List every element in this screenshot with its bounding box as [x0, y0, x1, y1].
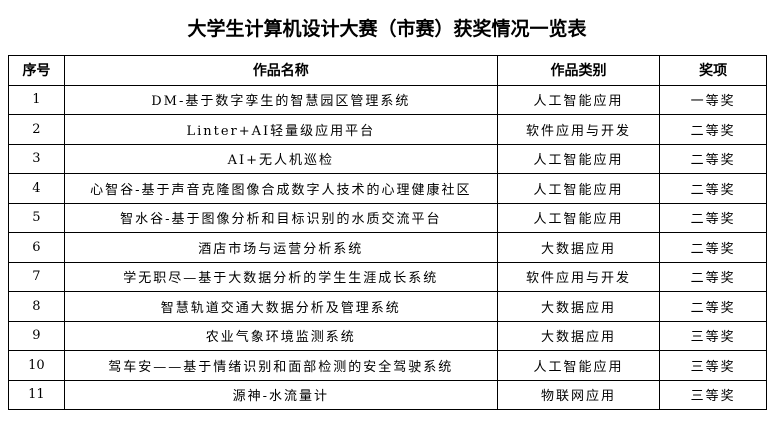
- category: 大数据应用: [496, 291, 661, 322]
- award: 二等奖: [659, 173, 767, 204]
- work-name: 农业气象环境监测系统: [63, 320, 498, 351]
- award: 三等奖: [659, 350, 767, 381]
- work-name: 智慧轨道交通大数据分析及管理系统: [63, 291, 498, 322]
- table-row: 11 源神-水流量计 物联网应用 三等奖: [8, 379, 767, 410]
- row-index: 3: [8, 143, 65, 174]
- table-row: 3 AI+无人机巡检 人工智能应用 二等奖: [8, 143, 767, 174]
- category: 人工智能应用: [496, 143, 661, 174]
- category: 大数据应用: [496, 232, 661, 263]
- award: 三等奖: [659, 320, 767, 351]
- category: 人工智能应用: [496, 350, 661, 381]
- row-index: 4: [8, 173, 65, 204]
- header-award: 奖项: [659, 55, 767, 86]
- work-name: 酒店市场与运营分析系统: [63, 232, 498, 263]
- work-name: Linter+AI轻量级应用平台: [63, 114, 498, 145]
- table-row: 9 农业气象环境监测系统 大数据应用 三等奖: [8, 320, 767, 351]
- table-row: 6 酒店市场与运营分析系统 大数据应用 二等奖: [8, 232, 767, 263]
- work-name: DM-基于数字孪生的智慧园区管理系统: [63, 84, 498, 115]
- work-name: 心智谷-基于声音克隆图像合成数字人技术的心理健康社区: [63, 173, 498, 204]
- award: 二等奖: [659, 291, 767, 322]
- category: 人工智能应用: [496, 84, 661, 115]
- header-category: 作品类别: [496, 55, 661, 86]
- row-index: 5: [8, 202, 65, 233]
- page-title: 大学生计算机设计大赛（市赛）获奖情况一览表: [187, 18, 587, 40]
- award: 二等奖: [659, 143, 767, 174]
- award: 二等奖: [659, 261, 767, 292]
- header-index: 序号: [8, 55, 65, 86]
- award: 二等奖: [659, 232, 767, 263]
- table-row: 8 智慧轨道交通大数据分析及管理系统 大数据应用 二等奖: [8, 291, 767, 322]
- row-index: 10: [8, 350, 65, 381]
- award: 三等奖: [659, 379, 767, 410]
- row-index: 6: [8, 232, 65, 263]
- award: 一等奖: [659, 84, 767, 115]
- work-name: 驾车安——基于情绪识别和面部检测的安全驾驶系统: [63, 350, 498, 381]
- table-row: 4 心智谷-基于声音克隆图像合成数字人技术的心理健康社区 人工智能应用 二等奖: [8, 173, 767, 204]
- table-row: 1 DM-基于数字孪生的智慧园区管理系统 人工智能应用 一等奖: [8, 84, 767, 115]
- header-work-name: 作品名称: [63, 55, 498, 86]
- award: 二等奖: [659, 114, 767, 145]
- award: 二等奖: [659, 202, 767, 233]
- category: 大数据应用: [496, 320, 661, 351]
- category: 人工智能应用: [496, 173, 661, 204]
- row-index: 8: [8, 291, 65, 322]
- category: 软件应用与开发: [496, 261, 661, 292]
- row-index: 1: [8, 84, 65, 115]
- work-name: 智水谷-基于图像分析和目标识别的水质交流平台: [63, 202, 498, 233]
- row-index: 7: [8, 261, 65, 292]
- table-row: 2 Linter+AI轻量级应用平台 软件应用与开发 二等奖: [8, 114, 767, 145]
- awards-table: 序号 作品名称 作品类别 奖项 1 DM-基于数字孪生的智慧园区管理系统 人工智能应…: [8, 55, 767, 410]
- category: 软件应用与开发: [496, 114, 661, 145]
- work-name: AI+无人机巡检: [63, 143, 498, 174]
- work-name: 学无职尽—基于大数据分析的学生生涯成长系统: [63, 261, 498, 292]
- table-row: 7 学无职尽—基于大数据分析的学生生涯成长系统 软件应用与开发 二等奖: [8, 261, 767, 292]
- row-index: 11: [8, 379, 65, 410]
- table-row: 5 智水谷-基于图像分析和目标识别的水质交流平台 人工智能应用 二等奖: [8, 202, 767, 233]
- row-index: 2: [8, 114, 65, 145]
- work-name: 源神-水流量计: [63, 379, 498, 410]
- category: 物联网应用: [496, 379, 661, 410]
- row-index: 9: [8, 320, 65, 351]
- table-row: 10 驾车安——基于情绪识别和面部检测的安全驾驶系统 人工智能应用 三等奖: [8, 350, 767, 381]
- table-header: 序号 作品名称 作品类别 奖项: [8, 55, 767, 86]
- category: 人工智能应用: [496, 202, 661, 233]
